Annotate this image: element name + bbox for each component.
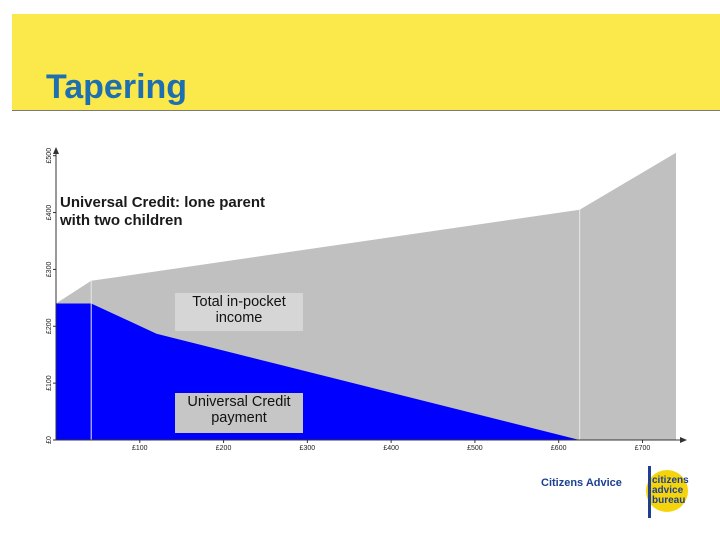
income-annotation: Total in-pocket income <box>175 293 303 331</box>
cab-logo-line-3: bureau <box>652 495 686 506</box>
x-axis-arrow <box>680 437 687 443</box>
cab-logo-line-2: advice <box>652 485 684 496</box>
y-tick-label: £400 <box>46 205 53 221</box>
y-tick-label: £300 <box>46 262 53 278</box>
x-tick-label: £500 <box>467 445 483 452</box>
cab-logo-line-1: citizens <box>652 475 689 486</box>
header-rule <box>12 110 720 111</box>
y-tick-label: £100 <box>46 375 53 391</box>
x-tick-label: £100 <box>132 445 148 452</box>
y-axis-arrow <box>53 147 59 154</box>
x-tick-label: £600 <box>551 445 567 452</box>
citizens-advice-wordmark: Citizens Advice <box>541 477 622 489</box>
slide-title: Tapering <box>46 68 188 106</box>
x-tick-label: £300 <box>300 445 316 452</box>
cab-logo-circle <box>646 470 688 512</box>
chart-title-line-2: with two children <box>60 212 183 229</box>
y-tick-label: £500 <box>46 148 53 164</box>
cab-logo: citizens advice bureau <box>636 466 690 518</box>
payment-annotation-line-2: payment <box>211 410 267 426</box>
chart-axes <box>53 147 687 443</box>
chart-ticks: £100 £200 £300 £400 £500 £600 £700 £0 £100 £200 £3… <box>46 148 650 452</box>
income-annotation-line-2: income <box>215 310 263 326</box>
y-tick-label: £200 <box>46 318 53 334</box>
payment-annotation: Universal Credit payment <box>175 393 303 433</box>
income-annotation-line-1: Total in-pocket <box>192 294 286 310</box>
cab-logo-bar <box>648 466 651 518</box>
y-tick-label: £0 <box>46 436 53 444</box>
header-band <box>12 14 720 110</box>
x-tick-label: £200 <box>216 445 232 452</box>
chart-title: Universal Credit: lone parent with two c… <box>60 194 310 230</box>
x-tick-label: £700 <box>635 445 651 452</box>
x-tick-label: £400 <box>383 445 399 452</box>
cab-logo-text: citizens advice bureau <box>652 476 689 506</box>
payment-annotation-line-1: Universal Credit <box>187 394 291 410</box>
chart-title-line-1: Universal Credit: lone parent <box>60 194 266 211</box>
